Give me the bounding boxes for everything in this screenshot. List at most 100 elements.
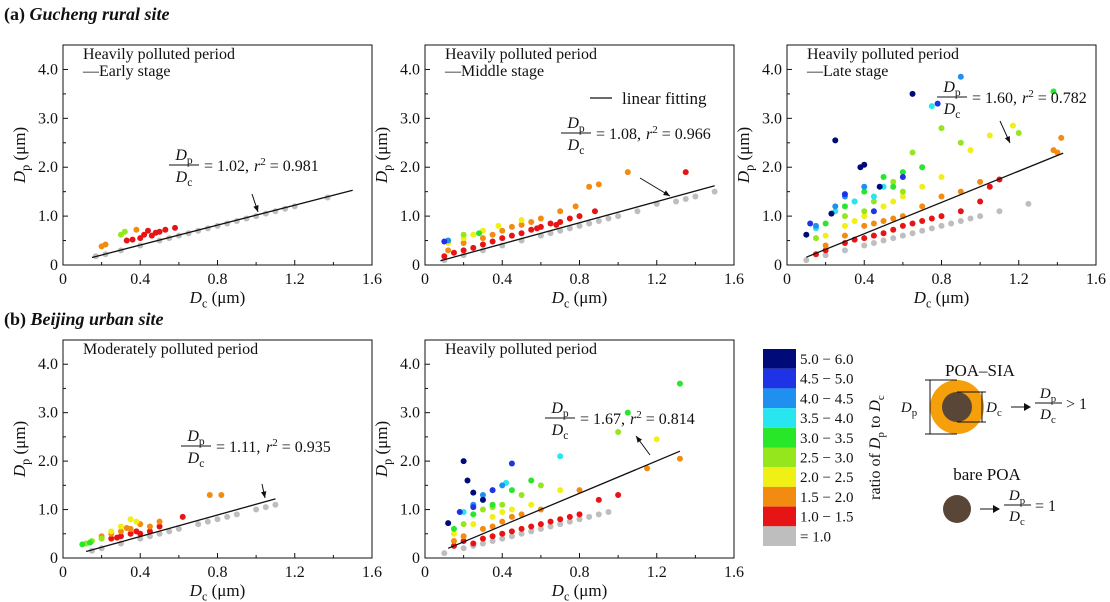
data-point xyxy=(861,188,868,195)
data-point xyxy=(653,436,660,443)
data-point xyxy=(566,518,573,525)
bare-ratio-numerator: Dp xyxy=(1008,488,1025,507)
data-point xyxy=(117,523,124,530)
y-tick-label: 0 xyxy=(50,550,58,567)
data-point xyxy=(518,230,525,237)
data-point xyxy=(909,220,916,227)
data-point xyxy=(1025,200,1032,207)
x-tick-label: 0.8 xyxy=(208,564,228,581)
data-point xyxy=(133,518,140,525)
data-point xyxy=(127,516,134,523)
data-point xyxy=(870,193,877,200)
y-tick-label: 1.0 xyxy=(38,208,58,225)
data-point xyxy=(899,174,906,180)
fit-line xyxy=(86,498,276,553)
y-tick-label: 2.0 xyxy=(400,159,420,176)
data-point xyxy=(127,530,134,537)
data-point xyxy=(986,183,993,190)
section-b-letter: (b) xyxy=(4,309,26,329)
chart-panel-4: 0 0.4 0.8 1.2 1.6 0 1.0 2.0 3.0 4.0 Dc (μm) Dp (μm)… xyxy=(10,339,382,602)
data-point xyxy=(870,240,877,246)
x-tick-label: 0.4 xyxy=(492,564,512,581)
data-point xyxy=(528,501,535,508)
data-point xyxy=(253,506,260,513)
fraction-denominator: Dc xyxy=(187,450,205,470)
data-point xyxy=(934,100,941,107)
data-point xyxy=(557,487,564,494)
data-point xyxy=(499,227,506,234)
data-point xyxy=(460,545,467,552)
x-tick-label: 0 xyxy=(59,564,67,581)
data-point xyxy=(479,525,486,532)
data-point xyxy=(479,496,486,503)
data-point xyxy=(586,513,593,520)
data-point xyxy=(634,208,641,215)
data-point xyxy=(861,183,868,190)
data-point xyxy=(508,223,515,230)
x-tick-label: 0.4 xyxy=(130,271,150,288)
ratio-denominator: Dc xyxy=(1039,407,1056,426)
data-point xyxy=(146,523,153,530)
data-point xyxy=(576,222,583,229)
data-point xyxy=(534,225,541,232)
slope-value: = 1.02, xyxy=(204,158,249,175)
data-point xyxy=(986,132,993,139)
ratio-gt-one: > 1 xyxy=(1066,396,1087,413)
data-point xyxy=(890,178,897,185)
data-point xyxy=(928,215,935,222)
y-tick-label: 2.0 xyxy=(762,159,782,176)
data-point xyxy=(576,516,583,523)
section-b-label: (b) Beijing urban site xyxy=(4,309,164,330)
r2-value: r2 = 0.814 xyxy=(630,409,695,428)
fraction-numerator: Dp xyxy=(174,147,193,167)
x-tick-label: 0 xyxy=(421,564,429,581)
section-a-site: Gucheng rural site xyxy=(29,4,170,24)
colorbar-label: = 1.0 xyxy=(800,529,831,545)
slope-value: = 1.11, xyxy=(216,439,260,456)
schematic: POA–SIA Dp Dc Dp Dc > 1 bare POA Dp Dc = 1 xyxy=(900,361,1087,528)
data-point xyxy=(441,238,448,245)
data-point xyxy=(890,183,897,190)
data-point xyxy=(605,508,612,515)
data-point xyxy=(566,225,573,232)
data-point xyxy=(861,242,868,249)
x-tick-label: 1.6 xyxy=(724,271,744,288)
r2-value: r2 = 0.981 xyxy=(254,156,319,175)
data-point xyxy=(137,235,144,242)
data-point xyxy=(880,230,887,237)
colorbar-swatch xyxy=(763,486,796,507)
x-tick-label: 0.8 xyxy=(570,564,590,581)
chart-panel-1: 0 0.4 0.8 1.2 1.6 0 1.0 2.0 3.0 4.0 Dc (μm) Dp (μm)… xyxy=(10,44,382,310)
data-point xyxy=(803,231,810,238)
fit-arrow-head xyxy=(1004,136,1010,143)
data-point xyxy=(919,164,926,171)
data-point xyxy=(841,232,848,239)
data-point xyxy=(899,232,906,239)
data-point xyxy=(909,149,916,156)
fraction-denominator: Dc xyxy=(175,169,193,189)
data-point xyxy=(861,161,868,168)
y-tick-label: 0 xyxy=(412,257,420,274)
data-point xyxy=(79,541,86,548)
data-point xyxy=(828,210,835,217)
x-tick-label: 1.2 xyxy=(647,564,667,581)
schematic-arrow-head xyxy=(1024,403,1031,411)
data-point xyxy=(102,241,109,248)
x-axis-label: Dc (μm) xyxy=(551,288,608,310)
data-point xyxy=(479,540,486,547)
y-axis-label-group: Dp (μm) xyxy=(372,127,394,184)
data-point xyxy=(841,203,848,210)
y-tick-label: 2.0 xyxy=(400,453,420,470)
x-tick-label: 1.6 xyxy=(724,564,744,581)
data-point xyxy=(586,220,593,227)
fraction-numerator: Dp xyxy=(550,400,569,420)
data-point xyxy=(553,221,560,228)
poa-sia-title: POA–SIA xyxy=(945,361,1016,380)
data-point xyxy=(557,208,564,215)
data-point xyxy=(123,237,130,244)
data-point xyxy=(476,230,483,237)
fit-line xyxy=(440,185,715,262)
data-point xyxy=(890,215,897,222)
data-point xyxy=(272,501,279,508)
